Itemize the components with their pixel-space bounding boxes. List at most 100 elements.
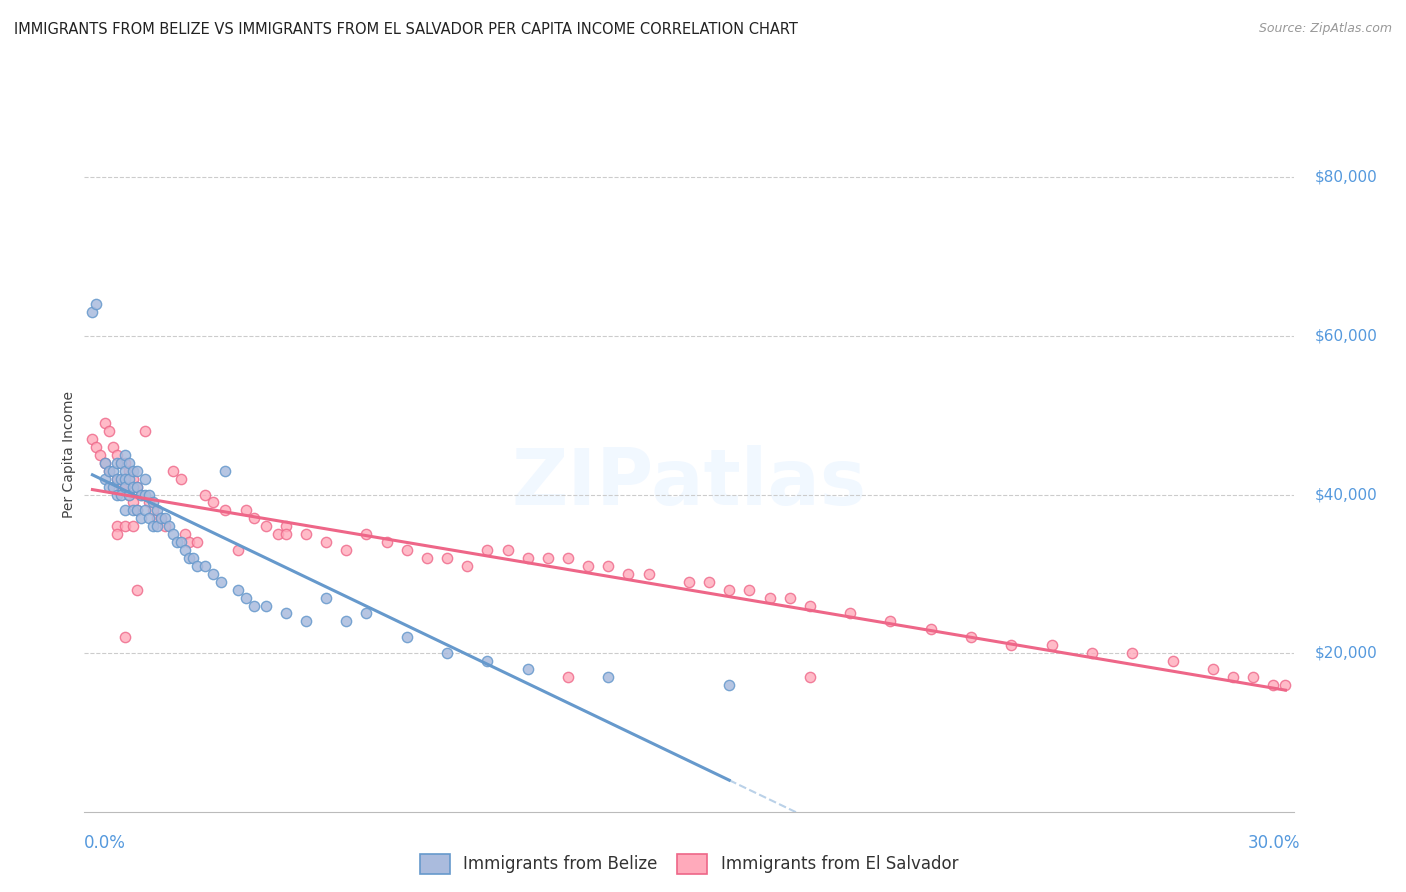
Text: $60,000: $60,000	[1315, 328, 1378, 343]
Point	[697, 574, 720, 589]
Point	[110, 472, 132, 486]
Point	[138, 487, 160, 501]
Point	[118, 472, 141, 486]
Point	[274, 519, 297, 533]
Point	[86, 440, 108, 454]
Point	[295, 615, 318, 629]
Point	[134, 487, 156, 501]
Point	[110, 456, 132, 470]
Point	[202, 566, 225, 581]
Point	[226, 582, 249, 597]
Point	[153, 519, 176, 533]
Point	[146, 519, 169, 533]
Point	[254, 599, 277, 613]
Y-axis label: Per Capita Income: Per Capita Income	[62, 392, 76, 518]
Point	[356, 527, 378, 541]
Point	[315, 591, 337, 605]
Point	[1000, 638, 1022, 652]
Point	[125, 503, 148, 517]
Point	[920, 623, 942, 637]
Point	[274, 527, 297, 541]
Point	[174, 527, 197, 541]
Point	[738, 582, 761, 597]
Point	[209, 574, 232, 589]
Point	[142, 495, 165, 509]
Point	[93, 472, 115, 486]
Point	[114, 480, 136, 494]
Point	[557, 551, 579, 566]
Point	[537, 551, 560, 566]
Point	[395, 630, 418, 644]
Point	[114, 480, 136, 494]
Point	[97, 480, 120, 494]
Point	[93, 456, 115, 470]
Point	[235, 503, 257, 517]
Point	[105, 472, 128, 486]
Point	[93, 416, 115, 430]
Point	[186, 558, 208, 573]
Text: $80,000: $80,000	[1315, 169, 1378, 185]
Point	[1263, 678, 1285, 692]
Point	[114, 448, 136, 462]
Point	[214, 464, 236, 478]
Point	[960, 630, 983, 644]
Point	[166, 535, 188, 549]
Point	[496, 543, 519, 558]
Point	[214, 503, 236, 517]
Point	[516, 551, 538, 566]
Point	[162, 527, 184, 541]
Point	[134, 424, 156, 438]
Text: 30.0%: 30.0%	[1249, 834, 1301, 852]
Text: IMMIGRANTS FROM BELIZE VS IMMIGRANTS FROM EL SALVADOR PER CAPITA INCOME CORRELAT: IMMIGRANTS FROM BELIZE VS IMMIGRANTS FRO…	[14, 22, 799, 37]
Legend: Immigrants from Belize, Immigrants from El Salvador: Immigrants from Belize, Immigrants from …	[412, 846, 966, 882]
Point	[149, 511, 172, 525]
Text: $20,000: $20,000	[1315, 646, 1378, 661]
Point	[235, 591, 257, 605]
Point	[718, 582, 741, 597]
Point	[315, 535, 337, 549]
Point	[121, 480, 143, 494]
Point	[879, 615, 901, 629]
Point	[93, 456, 115, 470]
Point	[477, 654, 499, 668]
Point	[295, 527, 318, 541]
Point	[179, 535, 201, 549]
Point	[114, 456, 136, 470]
Point	[254, 519, 277, 533]
Point	[138, 511, 160, 525]
Point	[114, 630, 136, 644]
Point	[557, 670, 579, 684]
Point	[758, 591, 780, 605]
Point	[101, 480, 124, 494]
Point	[170, 472, 193, 486]
Point	[125, 464, 148, 478]
Point	[637, 566, 659, 581]
Point	[114, 464, 136, 478]
Point	[1081, 646, 1104, 660]
Point	[121, 495, 143, 509]
Point	[105, 487, 128, 501]
Text: $40,000: $40,000	[1315, 487, 1378, 502]
Point	[142, 519, 165, 533]
Point	[194, 558, 217, 573]
Point	[274, 607, 297, 621]
Point	[416, 551, 439, 566]
Point	[242, 511, 264, 525]
Point	[477, 543, 499, 558]
Point	[82, 305, 104, 319]
Point	[110, 487, 132, 501]
Point	[138, 495, 160, 509]
Point	[186, 535, 208, 549]
Point	[114, 503, 136, 517]
Point	[202, 495, 225, 509]
Point	[1121, 646, 1143, 660]
Point	[799, 670, 821, 684]
Text: 0.0%: 0.0%	[84, 834, 127, 852]
Point	[101, 464, 124, 478]
Point	[101, 440, 124, 454]
Point	[1040, 638, 1063, 652]
Point	[226, 543, 249, 558]
Point	[335, 543, 357, 558]
Point	[267, 527, 290, 541]
Point	[89, 448, 111, 462]
